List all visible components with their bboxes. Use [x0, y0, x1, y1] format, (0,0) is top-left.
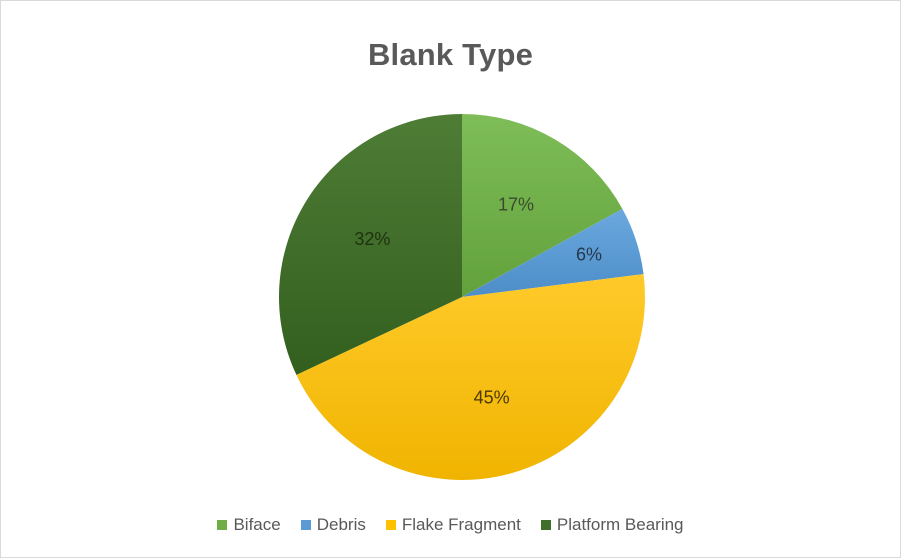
chart-title: Blank Type: [367, 37, 534, 72]
legend-swatch: [385, 520, 396, 530]
legend-swatch: [300, 520, 311, 530]
legend-label: Biface: [233, 515, 281, 534]
legend-label: Debris: [316, 515, 366, 534]
legend-label: Flake Fragment: [401, 515, 521, 534]
pie-slice-flake-fragment: [296, 274, 646, 481]
pie-slice-biface: [462, 114, 623, 297]
data-label-flake-fragment: 45%: [474, 388, 510, 408]
legend-swatch: [217, 520, 228, 530]
pie-slice-debris: [462, 208, 644, 297]
legend-item-biface: Biface: [217, 515, 281, 535]
data-label-biface: 17%: [498, 194, 534, 214]
data-label-platform-bearing: 32%: [354, 229, 390, 249]
legend-item-flake-fragment: Flake Fragment: [385, 515, 521, 535]
legend-swatch: [540, 520, 551, 530]
legend-item-platform-bearing: Platform Bearing: [540, 515, 684, 535]
legend-label: Platform Bearing: [556, 515, 684, 534]
data-label-debris: 6%: [576, 244, 602, 264]
legend-item-debris: Debris: [300, 515, 366, 535]
pie-slice-platform-bearing: [278, 114, 462, 375]
legend: Biface Debris Flake Fragment Platform Beari…: [1, 515, 900, 535]
